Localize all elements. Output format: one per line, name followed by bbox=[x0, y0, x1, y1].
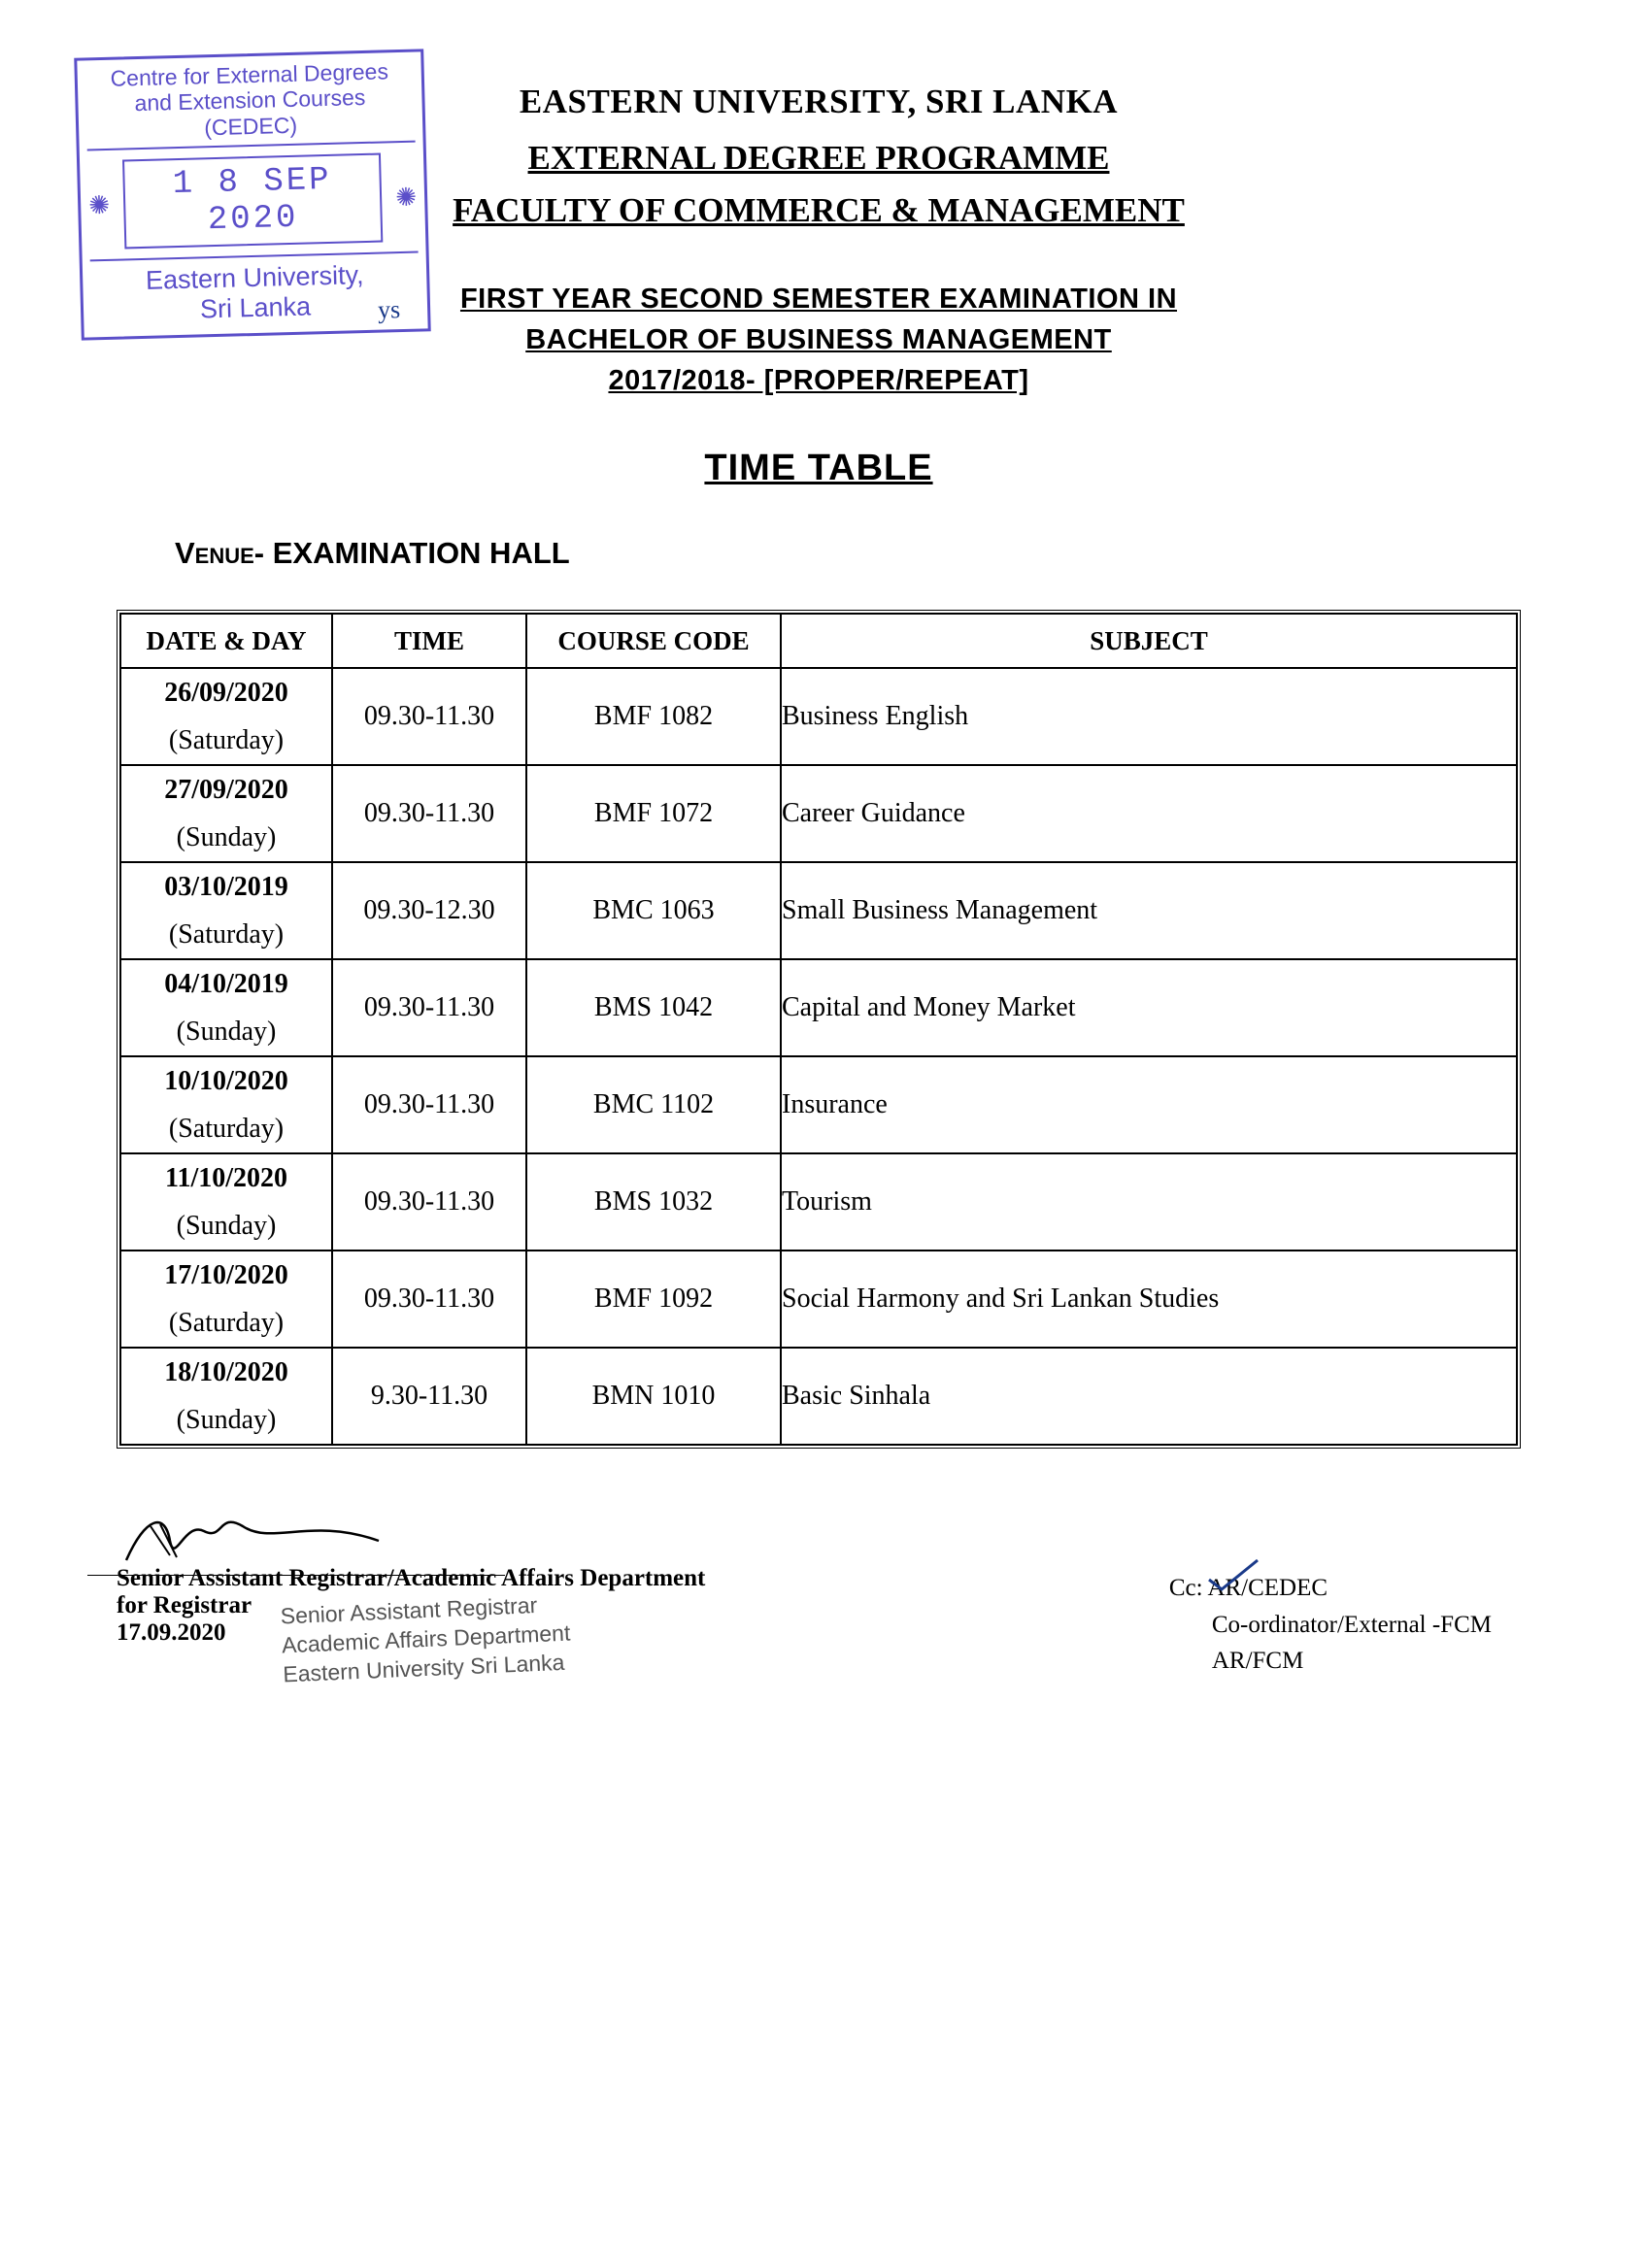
cell-subject: Insurance bbox=[781, 1056, 1517, 1153]
cell-code: BMF 1072 bbox=[526, 765, 781, 862]
cell-date: 10/10/2020(Saturday) bbox=[120, 1056, 332, 1153]
venue-label: Venue- bbox=[175, 536, 273, 570]
signature-icon bbox=[117, 1487, 408, 1575]
exam-line3: 2017/2018- [PROPER/REPEAT] bbox=[608, 365, 1028, 396]
table-row: 17/10/2020(Saturday)09.30-11.30BMF 1092S… bbox=[120, 1251, 1517, 1348]
cell-subject: Business English bbox=[781, 668, 1517, 765]
table-header-row: DATE & DAY TIME COURSE CODE SUBJECT bbox=[120, 614, 1517, 668]
header-code: COURSE CODE bbox=[526, 614, 781, 668]
cell-date: 04/10/2019(Sunday) bbox=[120, 959, 332, 1056]
header-date: DATE & DAY bbox=[120, 614, 332, 668]
footer: Senior Assistant Registrar/Academic Affa… bbox=[117, 1517, 1521, 1680]
cell-date: 03/10/2019(Saturday) bbox=[120, 862, 332, 959]
exam-line2: BACHELOR OF BUSINESS MANAGEMENT bbox=[525, 324, 1112, 355]
cell-code: BMN 1010 bbox=[526, 1348, 781, 1445]
table-row: 03/10/2019(Saturday)09.30-12.30BMC 1063S… bbox=[120, 862, 1517, 959]
cell-subject: Basic Sinhala bbox=[781, 1348, 1517, 1445]
venue-value: EXAMINATION HALL bbox=[273, 536, 570, 570]
cell-date: 11/10/2020(Sunday) bbox=[120, 1153, 332, 1251]
cc-label: Cc: bbox=[1169, 1570, 1203, 1607]
stamp-org-line2: and Extension Courses (CEDEC) bbox=[134, 84, 365, 140]
signatory-title: Senior Assistant Registrar/Academic Affa… bbox=[117, 1565, 705, 1592]
cell-time: 09.30-11.30 bbox=[332, 1056, 526, 1153]
cell-date: 27/09/2020(Sunday) bbox=[120, 765, 332, 862]
stamp-univ-line1: Eastern University, bbox=[146, 260, 364, 295]
cell-time: 09.30-11.30 bbox=[332, 668, 526, 765]
page-title: TIME TABLE bbox=[117, 448, 1521, 489]
footer-right: Cc: AR/CEDEC Co-ordinator/External -FCM … bbox=[1169, 1517, 1521, 1680]
header-subject: SUBJECT bbox=[781, 614, 1517, 668]
cell-time: 09.30-11.30 bbox=[332, 1251, 526, 1348]
received-stamp: Centre for External Degrees and Extensio… bbox=[74, 49, 431, 341]
cell-time: 09.30-11.30 bbox=[332, 959, 526, 1056]
tick-icon bbox=[1204, 1555, 1262, 1594]
stamp-org: Centre for External Degrees and Extensio… bbox=[84, 58, 415, 151]
cc-line3: AR/FCM bbox=[1212, 1643, 1303, 1680]
stamp-date-row: ✺ 1 8 SEP 2020 ✺ bbox=[87, 147, 419, 256]
stamp-univ: Eastern University, Sri Lanka ys bbox=[90, 251, 420, 328]
cell-code: BMS 1042 bbox=[526, 959, 781, 1056]
table-row: 10/10/2020(Saturday)09.30-11.30BMC 1102I… bbox=[120, 1056, 1517, 1153]
venue-line: Venue- EXAMINATION HALL bbox=[175, 536, 1521, 571]
cell-time: 09.30-12.30 bbox=[332, 862, 526, 959]
table-row: 27/09/2020(Sunday)09.30-11.30BMF 1072Car… bbox=[120, 765, 1517, 862]
table-row: 04/10/2019(Sunday)09.30-11.30BMS 1042Cap… bbox=[120, 959, 1517, 1056]
cell-code: BMF 1082 bbox=[526, 668, 781, 765]
cell-code: BMC 1063 bbox=[526, 862, 781, 959]
timetable: DATE & DAY TIME COURSE CODE SUBJECT 26/0… bbox=[117, 610, 1521, 1449]
registrar-stamp: Senior Assistant Registrar Academic Affa… bbox=[280, 1590, 572, 1690]
flower-left-icon: ✺ bbox=[88, 192, 110, 218]
cc-line2: Co-ordinator/External -FCM bbox=[1212, 1607, 1492, 1644]
table-row: 18/10/2020(Sunday)9.30-11.30BMN 1010Basi… bbox=[120, 1348, 1517, 1445]
cell-time: 9.30-11.30 bbox=[332, 1348, 526, 1445]
header-time: TIME bbox=[332, 614, 526, 668]
cell-code: BMF 1092 bbox=[526, 1251, 781, 1348]
stamp-date: 1 8 SEP 2020 bbox=[122, 153, 384, 250]
cell-subject: Small Business Management bbox=[781, 862, 1517, 959]
flower-right-icon: ✺ bbox=[395, 184, 417, 211]
cell-subject: Tourism bbox=[781, 1153, 1517, 1251]
cell-time: 09.30-11.30 bbox=[332, 765, 526, 862]
stamp-initials: ys bbox=[378, 295, 401, 324]
cell-subject: Social Harmony and Sri Lankan Studies bbox=[781, 1251, 1517, 1348]
cell-subject: Career Guidance bbox=[781, 765, 1517, 862]
cell-date: 17/10/2020(Saturday) bbox=[120, 1251, 332, 1348]
table-row: 11/10/2020(Sunday)09.30-11.30BMS 1032Tou… bbox=[120, 1153, 1517, 1251]
cell-time: 09.30-11.30 bbox=[332, 1153, 526, 1251]
cell-date: 26/09/2020(Saturday) bbox=[120, 668, 332, 765]
footer-left: Senior Assistant Registrar/Academic Affa… bbox=[117, 1517, 705, 1680]
cell-date: 18/10/2020(Sunday) bbox=[120, 1348, 332, 1445]
table-row: 26/09/2020(Saturday)09.30-11.30BMF 1082B… bbox=[120, 668, 1517, 765]
cell-subject: Capital and Money Market bbox=[781, 959, 1517, 1056]
exam-line1: FIRST YEAR SECOND SEMESTER EXAMINATION I… bbox=[460, 284, 1177, 315]
cell-code: BMC 1102 bbox=[526, 1056, 781, 1153]
stamp-univ-line2: Sri Lanka bbox=[200, 292, 312, 324]
cell-code: BMS 1032 bbox=[526, 1153, 781, 1251]
